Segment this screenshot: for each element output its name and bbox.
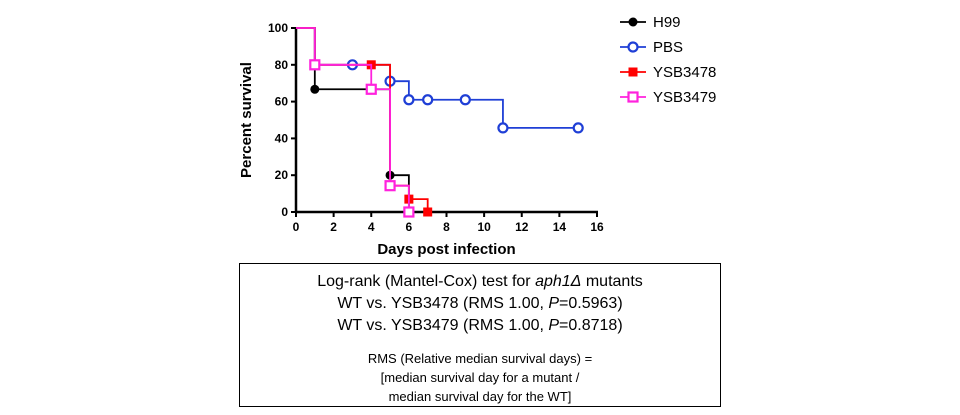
series-ysb3479 bbox=[296, 27, 415, 218]
rms-definition-note: RMS (Relative median survival days) = [m… bbox=[240, 349, 720, 406]
stats-title-prefix: Log-rank (Mantel-Cox) test for bbox=[317, 273, 536, 290]
x-tick-label: 4 bbox=[368, 220, 375, 234]
stats-row-prefix: WT vs. YSB3478 (RMS 1.00, bbox=[337, 295, 549, 312]
rms-note-line-1: RMS (Relative median survival days) = bbox=[367, 351, 593, 366]
legend-label: PBS bbox=[653, 39, 683, 56]
x-tick-label: 16 bbox=[590, 220, 604, 234]
stats-title-suffix: mutants bbox=[581, 273, 643, 290]
legend-label: YSB3479 bbox=[653, 89, 716, 106]
series-ysb3479-point bbox=[384, 180, 396, 192]
legend-swatch-marker bbox=[628, 17, 638, 27]
x-tick-label: 0 bbox=[293, 220, 300, 234]
series-ysb3478-point bbox=[423, 207, 433, 217]
legend-item-ysb3478: YSB3478 bbox=[620, 64, 716, 81]
x-tick-label: 8 bbox=[443, 220, 450, 234]
series-ysb3479-point bbox=[403, 206, 415, 218]
x-tick-label: 2 bbox=[330, 220, 337, 234]
stats-row-ysb3478: WT vs. YSB3478 (RMS 1.00, P=0.5963) bbox=[240, 293, 720, 315]
rms-note-line-3: median survival day for the WT] bbox=[388, 389, 572, 404]
stats-p-symbol: P bbox=[548, 295, 560, 312]
series-ysb3478 bbox=[296, 27, 433, 217]
x-tick-label: 10 bbox=[477, 220, 491, 234]
series-ysb3479-point bbox=[365, 83, 377, 95]
series-pbs-point bbox=[572, 122, 584, 134]
legend-swatch-marker bbox=[628, 67, 638, 77]
y-tick-label: 40 bbox=[275, 131, 289, 145]
series-pbs-point bbox=[422, 94, 434, 106]
stats-gene-name: aph1Δ bbox=[535, 273, 582, 290]
legend-item-h99: H99 bbox=[620, 14, 681, 31]
series-pbs-point bbox=[459, 94, 471, 106]
stats-p-value: =0.5963) bbox=[559, 295, 623, 312]
legend-swatch-marker bbox=[627, 41, 639, 53]
stats-row-ysb3479: WT vs. YSB3479 (RMS 1.00, P=0.8718) bbox=[240, 315, 720, 337]
chart-axes: 0 2 4 6 8 10 12 14 16 0 20 40 60 80 100 Days post infec… bbox=[238, 21, 604, 258]
series-pbs bbox=[296, 27, 584, 134]
x-tick-label: 6 bbox=[406, 220, 413, 234]
y-tick-label: 0 bbox=[281, 205, 288, 219]
x-tick-label: 12 bbox=[515, 220, 529, 234]
stats-title: Log-rank (Mantel-Cox) test for aph1Δ mut… bbox=[240, 271, 720, 293]
survival-chart: 0 2 4 6 8 10 12 14 16 0 20 40 60 80 100 Days post infec… bbox=[238, 14, 716, 258]
y-axis-title: Percent survival bbox=[238, 62, 255, 178]
legend-item-ysb3479: YSB3479 bbox=[620, 89, 716, 106]
x-axis-title: Days post infection bbox=[377, 241, 515, 258]
y-tick-label: 60 bbox=[275, 95, 289, 109]
series-pbs-point bbox=[497, 122, 509, 134]
chart-legend: H99 PBS YSB3478 YSB3479 bbox=[620, 14, 716, 106]
legend-label: YSB3478 bbox=[653, 64, 716, 81]
legend-swatch-marker bbox=[627, 91, 639, 103]
series-h99 bbox=[296, 27, 414, 217]
logrank-stats-box: Log-rank (Mantel-Cox) test for aph1Δ mut… bbox=[239, 263, 721, 407]
legend-item-pbs: PBS bbox=[620, 39, 683, 56]
series-ysb3478-line bbox=[296, 27, 429, 212]
stats-row-prefix: WT vs. YSB3479 (RMS 1.00, bbox=[337, 317, 549, 334]
y-tick-label: 80 bbox=[275, 58, 289, 72]
series-ysb3479-point bbox=[309, 59, 321, 71]
legend-label: H99 bbox=[653, 14, 681, 31]
series-pbs-line bbox=[296, 27, 579, 129]
chart-series bbox=[296, 27, 584, 218]
y-tick-label: 20 bbox=[275, 168, 289, 182]
series-h99-point bbox=[310, 84, 320, 94]
stats-p-symbol: P bbox=[548, 317, 560, 334]
series-pbs-point bbox=[403, 94, 415, 106]
rms-note-line-2: [median survival day for a mutant / bbox=[380, 370, 580, 385]
stats-p-value: =0.8718) bbox=[559, 317, 623, 334]
x-tick-label: 14 bbox=[553, 220, 567, 234]
y-tick-label: 100 bbox=[268, 21, 288, 35]
